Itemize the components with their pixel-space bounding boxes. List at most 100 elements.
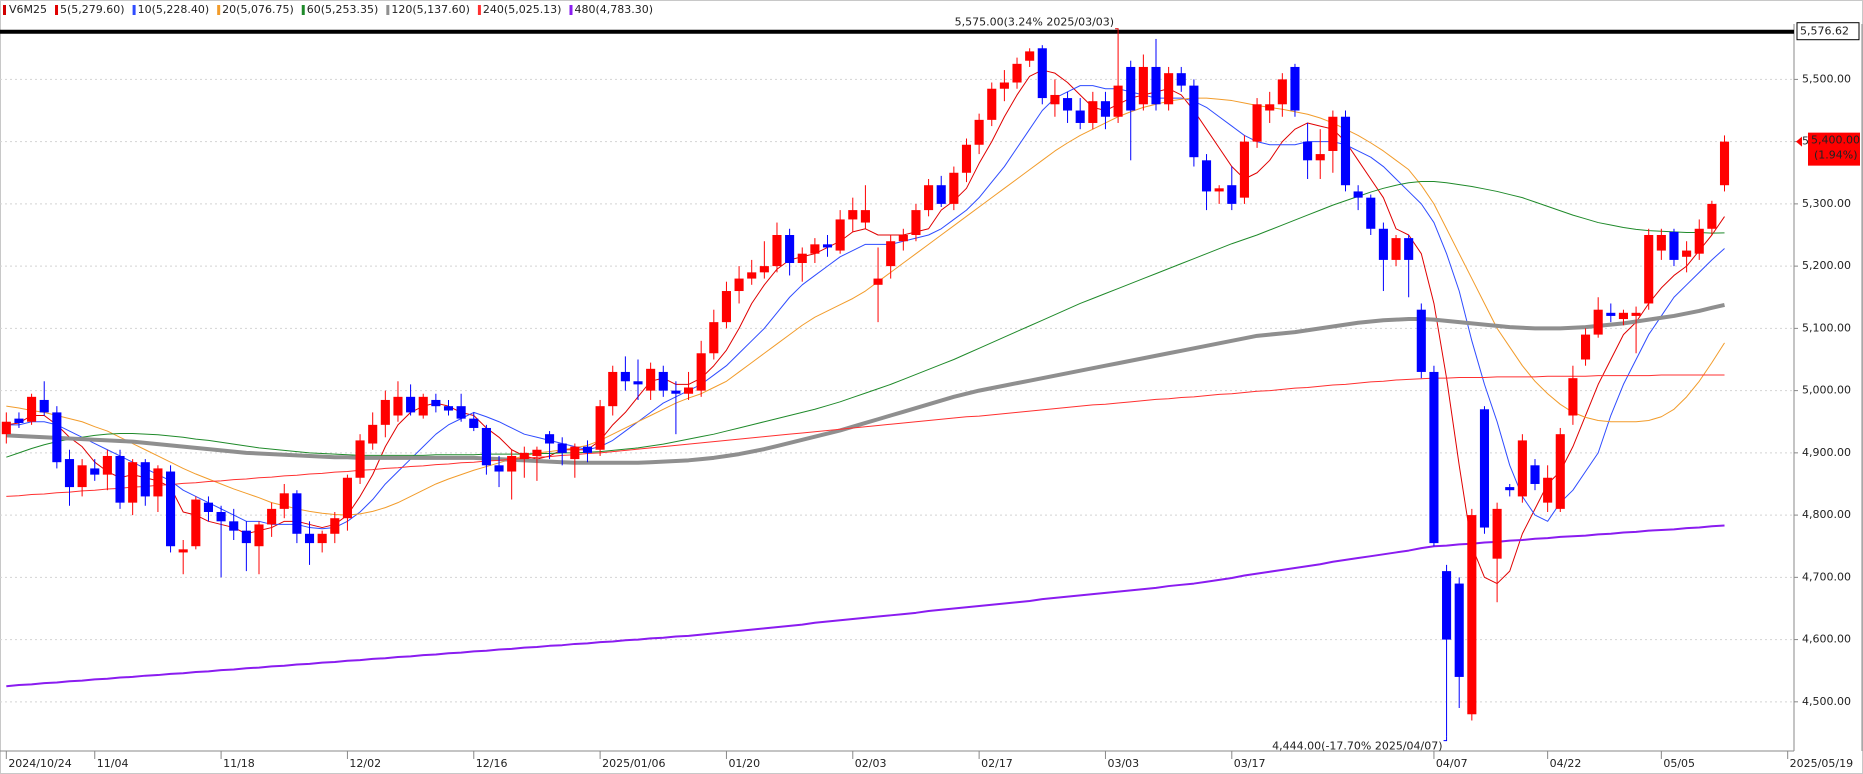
x-tick-label: 11/18 <box>223 757 255 770</box>
candle-body <box>848 210 858 220</box>
candle-body <box>52 412 62 463</box>
candle-body <box>1164 73 1174 105</box>
candle-body <box>519 452 529 460</box>
candle-body <box>494 465 504 472</box>
legend-name: 240 <box>483 3 504 16</box>
candle-body <box>1656 235 1666 251</box>
candle-body <box>1100 101 1111 117</box>
candle-body <box>1252 104 1262 142</box>
candle-body <box>1580 334 1591 360</box>
candle-body <box>1593 309 1603 335</box>
legend-value: (4,783.30) <box>595 3 653 16</box>
candle-body <box>254 524 264 547</box>
candle-body <box>1340 116 1351 186</box>
last-price-label: 5,400.00 <box>1811 134 1860 147</box>
y-tick-label: 4,700.00 <box>1802 570 1851 583</box>
candle-body <box>633 381 643 385</box>
candle-body <box>646 368 656 391</box>
y-tick-label: 5,500.00 <box>1802 72 1851 85</box>
candle-body <box>1189 85 1199 158</box>
candle-body <box>1088 101 1098 123</box>
x-tick-label: 12/02 <box>349 757 381 770</box>
candle-body <box>292 493 302 534</box>
candle-body <box>747 272 757 279</box>
x-tick-label: 04/07 <box>1436 757 1468 770</box>
candle-body <box>393 396 403 416</box>
candle-body <box>304 533 315 544</box>
x-tick-label: 11/04 <box>97 757 129 770</box>
x-tick-label: 2025/01/06 <box>602 757 665 770</box>
candle-body <box>1201 160 1212 192</box>
candle-body <box>241 530 251 544</box>
candle-body <box>39 399 49 413</box>
candle-body <box>1227 185 1237 204</box>
candle-body <box>1631 312 1641 316</box>
candle-body <box>1404 238 1414 260</box>
legend-swatch <box>301 5 305 15</box>
candle-body <box>1454 583 1464 677</box>
candle-body <box>1694 228 1704 254</box>
x-tick-label: 2025/05/19 <box>1790 757 1853 770</box>
candle-body <box>1505 487 1515 491</box>
candle-body <box>418 396 428 416</box>
candle-body <box>620 371 630 382</box>
candle-body <box>835 219 845 251</box>
x-tick-label: 04/22 <box>1550 757 1582 770</box>
candle-body <box>949 172 959 204</box>
candle-body <box>1315 154 1325 161</box>
candle-body <box>898 235 908 242</box>
candle-body <box>1669 231 1679 260</box>
x-tick-label: 2024/10/24 <box>8 757 71 770</box>
candle-body <box>1429 371 1439 544</box>
candle-body <box>785 235 795 264</box>
candle-body <box>191 499 201 547</box>
legend-swatch <box>55 5 59 15</box>
candle-body <box>1568 378 1578 416</box>
candle-body <box>570 446 580 460</box>
ma-line <box>6 180 1725 458</box>
candle-body <box>355 440 365 478</box>
candle-body <box>1530 465 1540 484</box>
candle-body <box>734 278 744 292</box>
candle-body <box>27 396 37 422</box>
candle-body <box>1682 250 1692 257</box>
candle-body <box>721 291 731 323</box>
candle-body <box>1277 79 1287 105</box>
candle-body <box>380 399 390 425</box>
legend-name: 60 <box>307 3 321 16</box>
candle-body <box>822 244 833 248</box>
legend-name: 20 <box>222 3 236 16</box>
candle-body <box>1366 197 1376 229</box>
candle-body <box>1479 409 1490 528</box>
ma-line <box>6 303 1725 465</box>
candle-body <box>772 235 782 267</box>
legend-value: (5,279.60) <box>67 3 125 16</box>
candle-body <box>936 185 946 204</box>
legend-swatch <box>569 5 573 15</box>
x-tick-label: 03/17 <box>1234 757 1266 770</box>
candle-body <box>658 371 668 391</box>
candle-body <box>153 468 163 497</box>
x-tick-label: 02/03 <box>855 757 887 770</box>
legend-swatch <box>477 5 481 15</box>
candle-body <box>545 434 555 444</box>
legend-name: 5 <box>60 3 67 16</box>
candle-body <box>507 455 517 472</box>
candle-body <box>1037 48 1047 99</box>
candle-body <box>128 462 138 503</box>
candle-body <box>608 371 618 407</box>
legend-swatch <box>3 5 6 15</box>
candle-body <box>999 82 1009 89</box>
y-tick-label: 5,000.00 <box>1802 384 1851 397</box>
candle-body <box>1290 66 1300 111</box>
candle-body <box>1 421 11 435</box>
candle-body <box>696 353 706 391</box>
candle-body <box>987 88 997 120</box>
annotation-leader <box>1115 28 1119 33</box>
candle-body <box>974 119 984 145</box>
candle-body <box>797 253 807 264</box>
x-tick-label: 12/16 <box>476 757 508 770</box>
candle-body <box>90 468 100 475</box>
candle-body <box>1113 85 1123 117</box>
y-tick-label: 5,100.00 <box>1802 321 1851 334</box>
